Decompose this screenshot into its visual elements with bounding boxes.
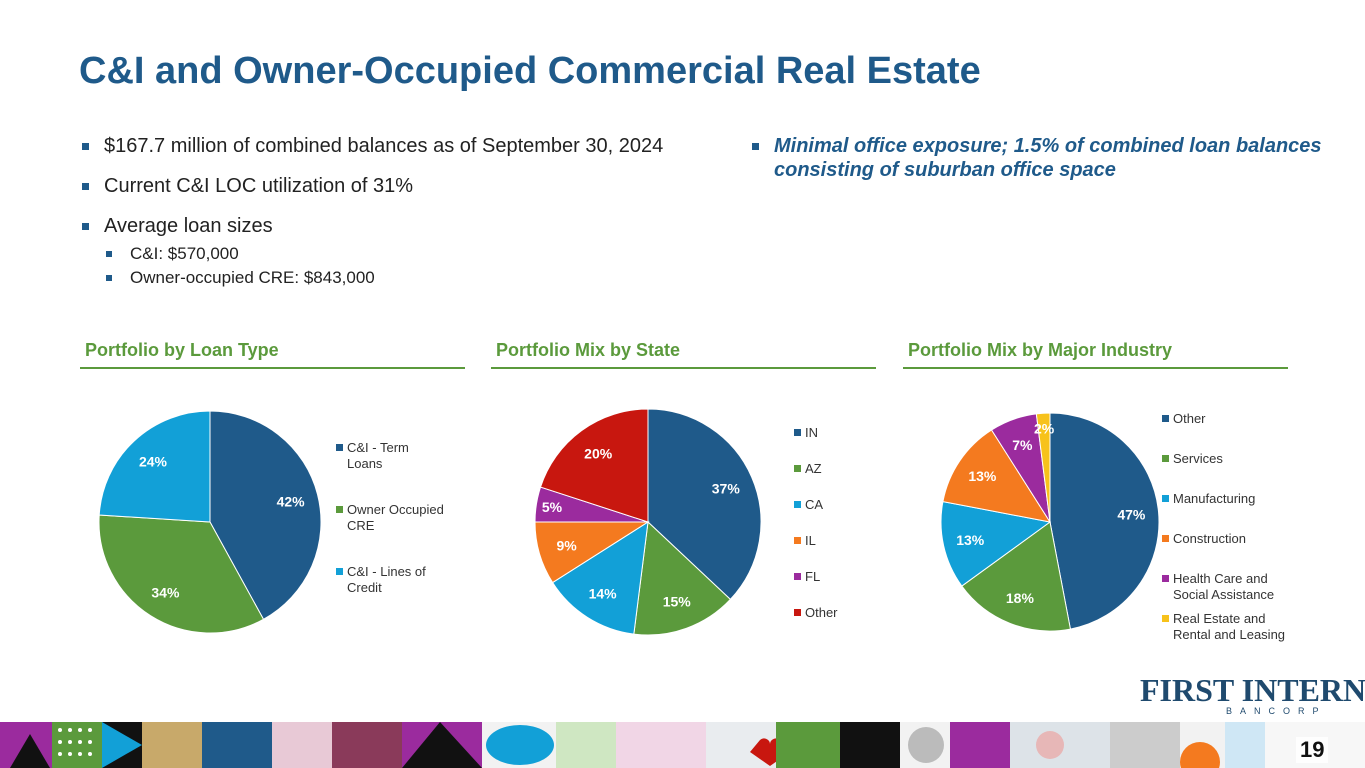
legend-item-services: Services [1162, 451, 1303, 467]
pie-label-services: 18% [1006, 590, 1035, 606]
pie-slice-other [1049, 412, 1160, 630]
legend-label: Other [1173, 411, 1206, 426]
office-exposure-bullet: Minimal office exposure; 1.5% of combine… [750, 134, 1344, 182]
legend-label: Other [805, 605, 838, 620]
legend-label: IN [805, 425, 818, 440]
first-internet-logo: FIRST INTERNET BANCORP [1140, 672, 1365, 720]
decorative-footer-band [0, 722, 1365, 768]
pie-chart-state: 37% 15% 14% 9% 5% 20% [534, 408, 762, 636]
bullet-loc-utilization: Current C&I LOC utilization of 31% [80, 174, 720, 198]
pie-slice-ca [551, 521, 649, 635]
legend-item-in: IN [794, 425, 935, 441]
legend-item-fl: FL [794, 569, 935, 585]
legend-swatch [336, 506, 343, 513]
legend-label: C&I - Lines of Credit [347, 564, 426, 595]
legend-swatch [794, 537, 801, 544]
legend-item-c-i-term-loans: C&I - Term Loans [336, 440, 447, 472]
pie-label-c-i-lines-of-credit: 24% [139, 453, 168, 469]
legend-item-il: IL [794, 533, 935, 549]
legend-swatch [1162, 455, 1169, 462]
legend-swatch [794, 609, 801, 616]
legend-item-manufacturing: Manufacturing [1162, 491, 1303, 507]
pie-label-other: 20% [584, 445, 613, 461]
legend-swatch [336, 444, 343, 451]
pie-label-real-estate-and-rental-and-leasing: 2% [1034, 420, 1055, 436]
pie-label-in: 37% [712, 480, 741, 496]
legend-item-other: Other [794, 605, 935, 621]
key-points-list: $167.7 million of combined balances as o… [80, 134, 720, 290]
legend-swatch [794, 573, 801, 580]
logo-wordmark: FIRST INTERNET [1140, 672, 1365, 708]
loan-size-sublist: C&I: $570,000 Owner-occupied CRE: $843,0… [104, 242, 720, 290]
legend-item-health-care-and-social-assistance: Health Care and Social Assistance [1162, 571, 1303, 603]
pie-label-construction: 13% [968, 468, 997, 484]
pie-slice-in [647, 408, 762, 601]
legend-item-real-estate-and-rental-and-leasing: Real Estate and Rental and Leasing [1162, 611, 1303, 643]
legend-swatch [794, 429, 801, 436]
legend-label: Owner Occupied CRE [347, 502, 444, 533]
pie-slice-c-i-lines-of-credit [98, 410, 211, 523]
legend-item-c-i-lines-of-credit: C&I - Lines of Credit [336, 564, 447, 596]
legend-swatch [1162, 495, 1169, 502]
sub-bullet-ci: C&I: $570,000 [104, 242, 720, 266]
legend-label: CA [805, 497, 824, 512]
legend-label: AZ [805, 461, 822, 476]
section-title-loan-type: Portfolio by Loan Type [80, 340, 465, 369]
legend-swatch [1162, 575, 1169, 582]
pie-slice-owner-occupied-cre [98, 514, 265, 634]
bullet-average-loan-sizes: Average loan sizes C&I: $570,000 Owner-o… [80, 214, 720, 290]
bullet-combined-balances: $167.7 million of combined balances as o… [80, 134, 720, 158]
pie-slice-manufacturing [940, 500, 1052, 587]
section-title-industry: Portfolio Mix by Major Industry [903, 340, 1288, 369]
legend-swatch [336, 568, 343, 575]
legend-label: Construction [1173, 531, 1246, 546]
pie-label-fl: 5% [542, 499, 563, 515]
legend-item-construction: Construction [1162, 531, 1303, 547]
legend-label: Health Care and Social Assistance [1173, 571, 1275, 602]
pie-slice-construction [942, 429, 1052, 523]
sub-bullet-owner-occupied: Owner-occupied CRE: $843,000 [104, 266, 720, 290]
pie-slice-services [961, 521, 1072, 632]
pie-slice-real-estate-and-rental-and-leasing [1035, 412, 1051, 523]
legend-swatch [1162, 615, 1169, 622]
legend-swatch [1162, 535, 1169, 542]
page-title: C&I and Owner-Occupied Commercial Real E… [79, 50, 981, 92]
pie-chart-loan-type: 42% 34% 24% [98, 410, 322, 634]
legend-item-ca: CA [794, 497, 935, 513]
legend-swatch [1162, 415, 1169, 422]
bullet-average-loan-sizes-text: Average loan sizes [104, 215, 273, 237]
pie-label-other: 47% [1117, 506, 1146, 522]
legend-label: FL [805, 569, 821, 584]
pie-chart-industry: 47% 18% 13% 13% 7%2% [940, 412, 1160, 632]
legend-label: C&I - Term Loans [347, 440, 409, 471]
legend-label: Services [1173, 451, 1223, 466]
legend-item-other: Other [1162, 411, 1303, 427]
page-number: 19 [1296, 737, 1329, 763]
legend-label: Manufacturing [1173, 491, 1256, 506]
legend-swatch [794, 501, 801, 508]
legend-label: IL [805, 533, 816, 548]
section-title-state: Portfolio Mix by State [491, 340, 876, 369]
pie-label-health-care-and-social-assistance: 7% [1012, 437, 1033, 453]
pie-label-il: 9% [556, 538, 577, 554]
legend-item-az: AZ [794, 461, 935, 477]
legend-item-owner-occupied-cre: Owner Occupied CRE [336, 502, 447, 534]
logo-subtext: BANCORP [1226, 706, 1327, 716]
pie-label-ca: 14% [589, 586, 618, 602]
pie-label-az: 15% [663, 594, 692, 610]
pie-slice-c-i-term-loans [209, 410, 322, 620]
legend-swatch [794, 465, 801, 472]
pie-label-manufacturing: 13% [956, 532, 985, 548]
pie-label-c-i-term-loans: 42% [277, 493, 306, 509]
pie-slice-az [633, 520, 732, 636]
legend-label: Real Estate and Rental and Leasing [1173, 611, 1286, 642]
pie-label-owner-occupied-cre: 34% [151, 584, 180, 600]
pie-slice-other [539, 408, 649, 523]
